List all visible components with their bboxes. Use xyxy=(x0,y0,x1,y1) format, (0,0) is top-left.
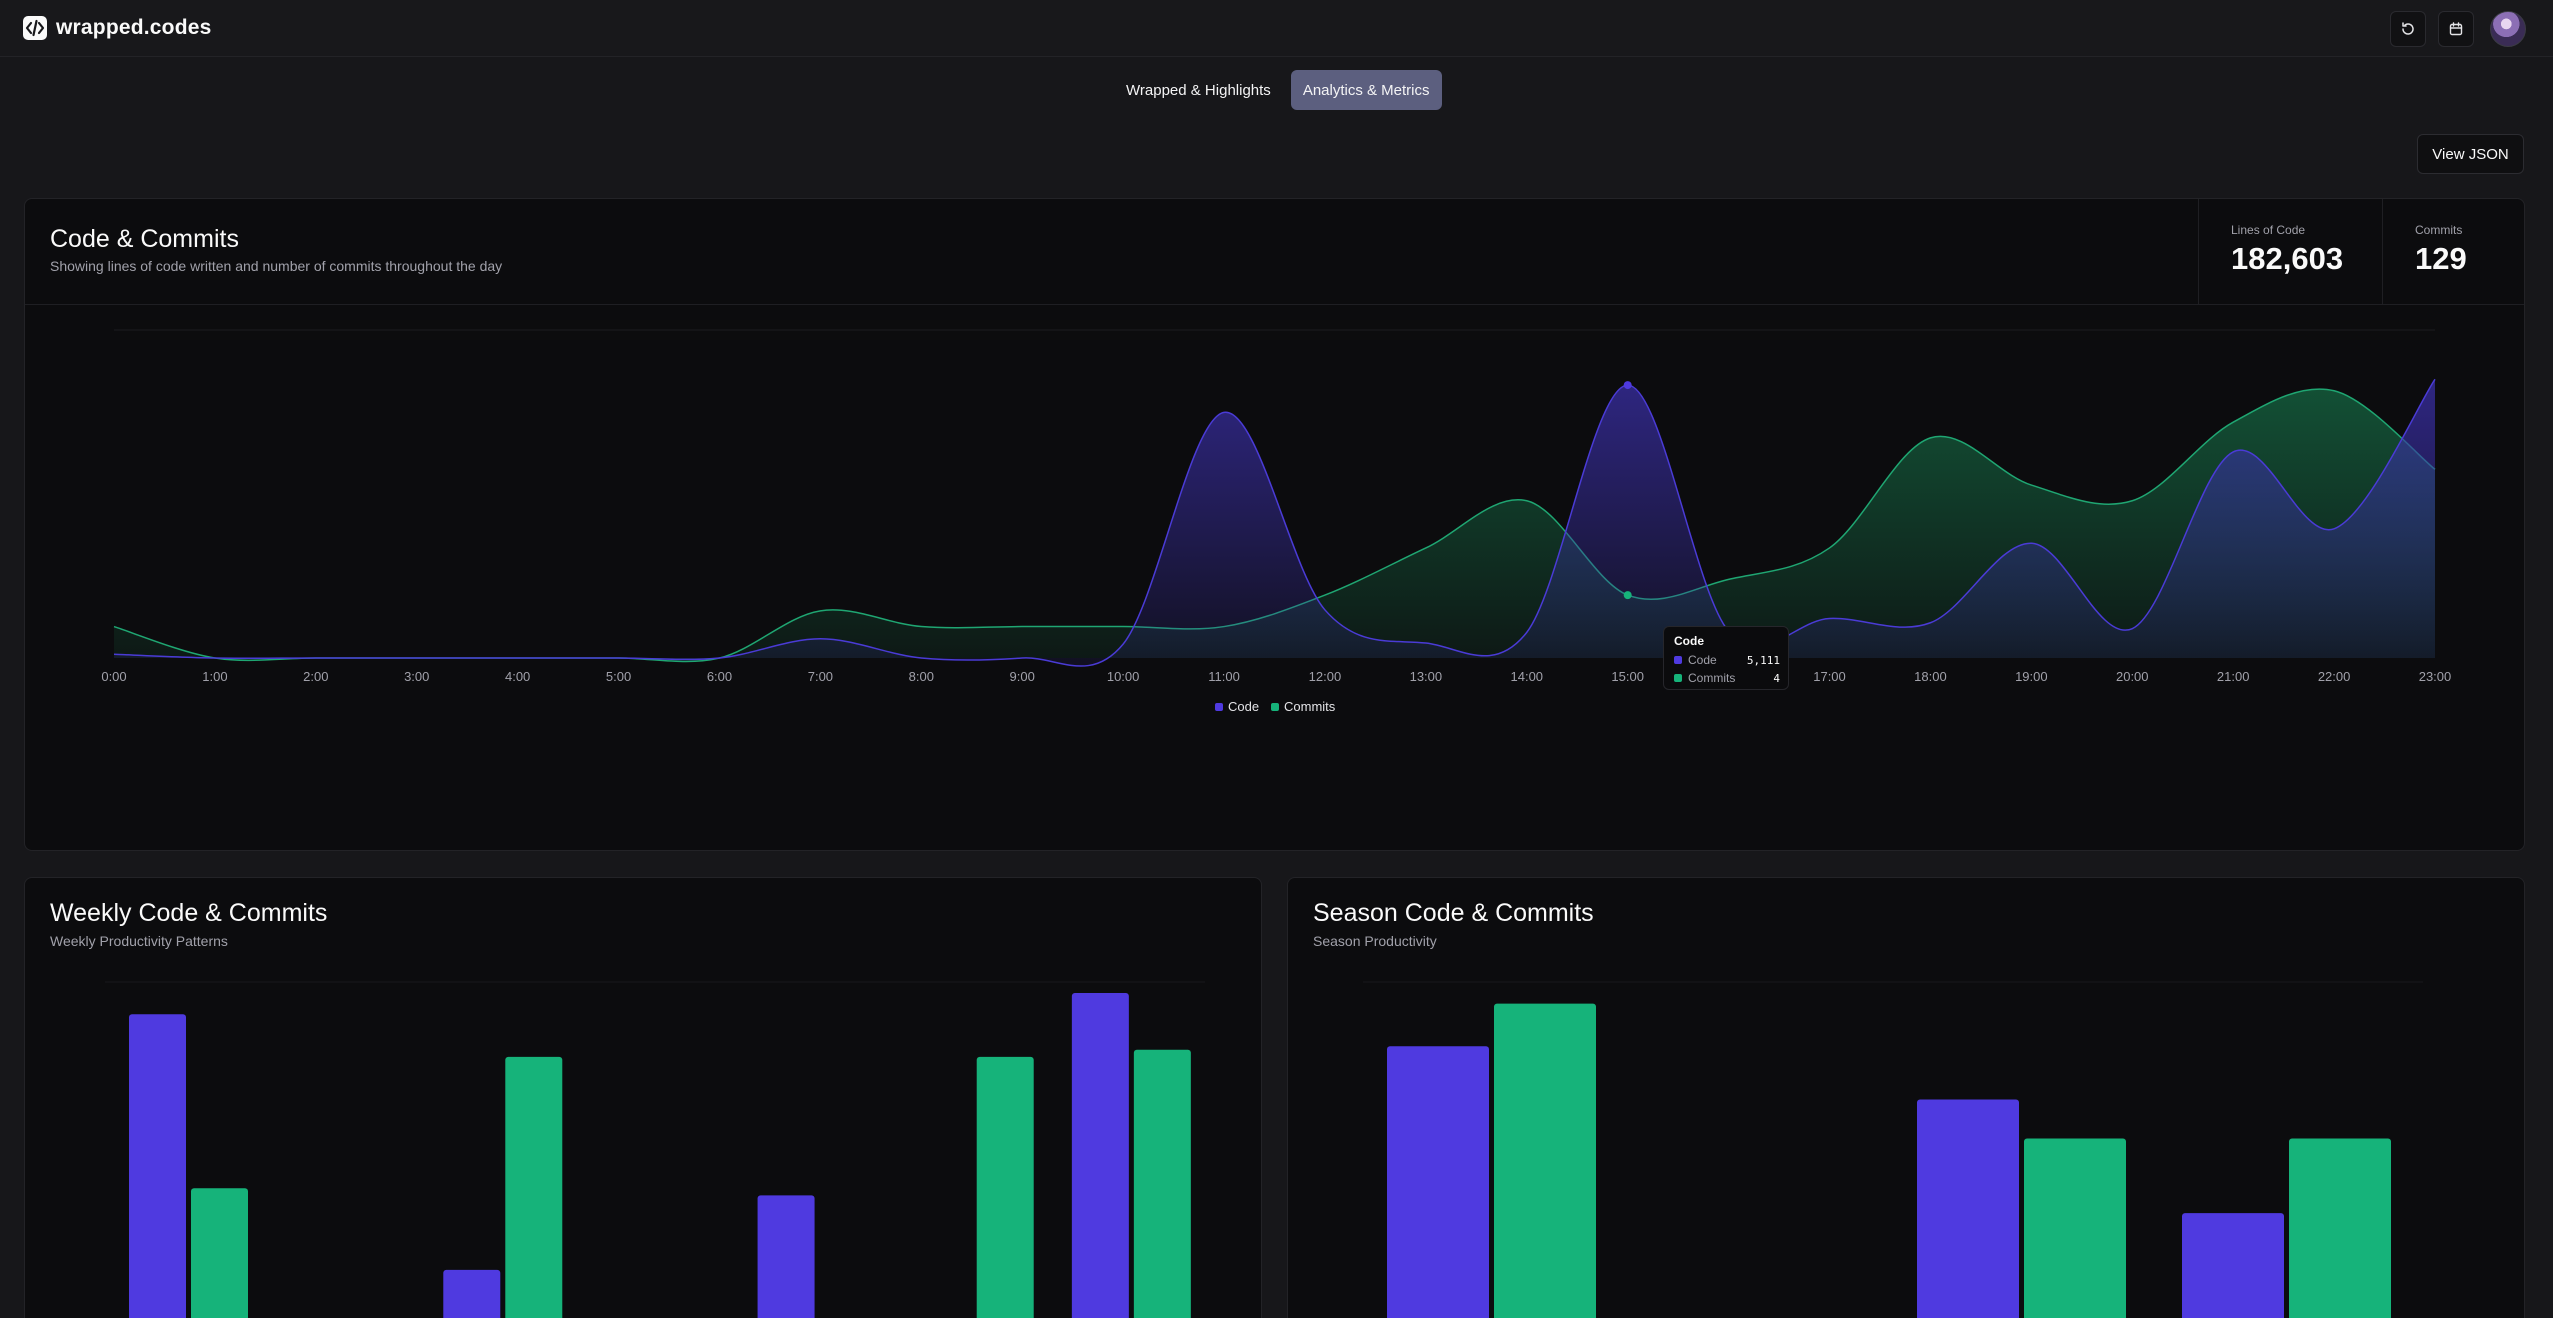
bar-code[interactable] xyxy=(129,1014,186,1318)
bar-commits[interactable] xyxy=(191,1188,248,1318)
bar-commits[interactable] xyxy=(2289,1138,2391,1318)
series-area-code xyxy=(114,379,2435,667)
x-tick-label: 8:00 xyxy=(909,669,934,684)
calendar-button[interactable] xyxy=(2438,11,2474,47)
x-tick-label: 9:00 xyxy=(1010,669,1035,684)
commits-swatch xyxy=(1674,674,1682,682)
x-tick-label: 14:00 xyxy=(1511,669,1544,684)
x-tick-label: 4:00 xyxy=(505,669,530,684)
weekly-card: Weekly Code & Commits Weekly Productivit… xyxy=(24,877,1262,1318)
view-tabs: Wrapped & Highlights Analytics & Metrics xyxy=(1114,70,1442,110)
tooltip-label: Commits xyxy=(1688,671,1736,685)
weekly-bar-chart[interactable] xyxy=(25,878,1262,1318)
bar-code[interactable] xyxy=(2182,1213,2284,1318)
season-card: Season Code & Commits Season Productivit… xyxy=(1287,877,2525,1318)
legend-item-code[interactable]: Code xyxy=(1228,699,1259,714)
tooltip-row-commits: Commits 4 xyxy=(1674,671,1780,685)
brand-logo[interactable]: wrapped.codes xyxy=(22,15,211,41)
bar-code[interactable] xyxy=(1387,1046,1489,1318)
x-tick-label: 19:00 xyxy=(2015,669,2048,684)
series-area-commits xyxy=(114,389,2435,662)
x-tick-label: 21:00 xyxy=(2217,669,2250,684)
bar-code[interactable] xyxy=(443,1269,501,1318)
legend-item-commits[interactable]: Commits xyxy=(1284,699,1336,714)
bar-commits[interactable] xyxy=(1494,1003,1596,1318)
x-tick-label: 6:00 xyxy=(707,669,732,684)
x-tick-label: 17:00 xyxy=(1813,669,1846,684)
bar-code[interactable] xyxy=(757,1195,815,1318)
refresh-icon xyxy=(2402,22,2414,35)
refresh-button[interactable] xyxy=(2390,11,2426,47)
bar-commits[interactable] xyxy=(976,1056,1034,1318)
stat-value: 129 xyxy=(2415,241,2467,276)
stat-commits[interactable]: Commits 129 xyxy=(2382,199,2524,305)
x-tick-label: 20:00 xyxy=(2116,669,2149,684)
card-title: Code & Commits xyxy=(50,225,239,253)
legend-swatch-code xyxy=(1215,703,1223,711)
card-subtitle: Showing lines of code written and number… xyxy=(50,258,503,274)
app-header: wrapped.codes xyxy=(0,0,2553,57)
tooltip-label: Code xyxy=(1688,653,1717,667)
stat-lines-of-code[interactable]: Lines of Code 182,603 xyxy=(2198,199,2382,305)
card-subtitle: Weekly Productivity Patterns xyxy=(50,933,228,949)
x-tick-label: 11:00 xyxy=(1208,669,1240,684)
tab-wrapped-highlights[interactable]: Wrapped & Highlights xyxy=(1126,81,1271,99)
x-tick-label: 2:00 xyxy=(303,669,328,684)
x-tick-label: 7:00 xyxy=(808,669,833,684)
code-bracket-icon xyxy=(23,16,47,40)
series-line-code xyxy=(113,378,2436,667)
x-tick-label: 1:00 xyxy=(202,669,227,684)
code-commits-card: Code & Commits Showing lines of code wri… xyxy=(24,198,2525,851)
brand-name: wrapped.codes xyxy=(56,16,212,39)
stat-label: Commits xyxy=(2415,223,2463,237)
x-tick-label: 15:00 xyxy=(1611,669,1644,684)
bar-code[interactable] xyxy=(1071,993,1129,1318)
calendar-icon xyxy=(2449,22,2463,36)
tab-analytics-metrics[interactable]: Analytics & Metrics xyxy=(1290,70,1442,110)
bar-commits[interactable] xyxy=(505,1056,563,1318)
tooltip-value: 4 xyxy=(1773,671,1780,685)
x-tick-label: 22:00 xyxy=(2318,669,2351,684)
card-subtitle: Season Productivity xyxy=(1313,933,1437,949)
tooltip-title: Code xyxy=(1674,634,1704,648)
hover-point-code xyxy=(1623,381,1632,390)
card-title: Weekly Code & Commits xyxy=(50,899,328,927)
user-avatar[interactable] xyxy=(2490,11,2526,47)
card-title: Season Code & Commits xyxy=(1313,899,1594,927)
season-bar-chart[interactable] xyxy=(1288,878,2525,1318)
x-tick-label: 12:00 xyxy=(1309,669,1342,684)
hover-point-commits xyxy=(1623,591,1632,600)
x-tick-label: 13:00 xyxy=(1410,669,1443,684)
tooltip-row-code: Code 5,111 xyxy=(1674,653,1780,667)
stat-label: Lines of Code xyxy=(2231,223,2306,237)
code-commits-area-chart[interactable]: 0:00 1:00 2:00 3:00 4:00 5:00 6:00 7:00 8:00 9:00… xyxy=(25,305,2525,851)
x-tick-label: 10:00 xyxy=(1107,669,1140,684)
x-tick-label: 3:00 xyxy=(404,669,429,684)
stat-value: 182,603 xyxy=(2231,241,2344,276)
legend-swatch-commits xyxy=(1271,703,1279,711)
chart-tooltip: Code Code 5,111 Commits 4 xyxy=(1663,626,1789,690)
bar-commits[interactable] xyxy=(2024,1138,2126,1318)
bar-code[interactable] xyxy=(1917,1099,2019,1318)
card-header: Code & Commits Showing lines of code wri… xyxy=(25,199,2524,305)
code-swatch xyxy=(1674,656,1682,664)
x-tick-label: 18:00 xyxy=(1914,669,1947,684)
tooltip-value: 5,111 xyxy=(1746,653,1780,667)
x-tick-label: 23:00 xyxy=(2419,669,2452,684)
x-tick-label: 0:00 xyxy=(101,669,126,684)
bar-commits[interactable] xyxy=(1133,1049,1191,1318)
x-tick-label: 5:00 xyxy=(606,669,631,684)
view-json-button[interactable]: View JSON xyxy=(2417,134,2524,174)
